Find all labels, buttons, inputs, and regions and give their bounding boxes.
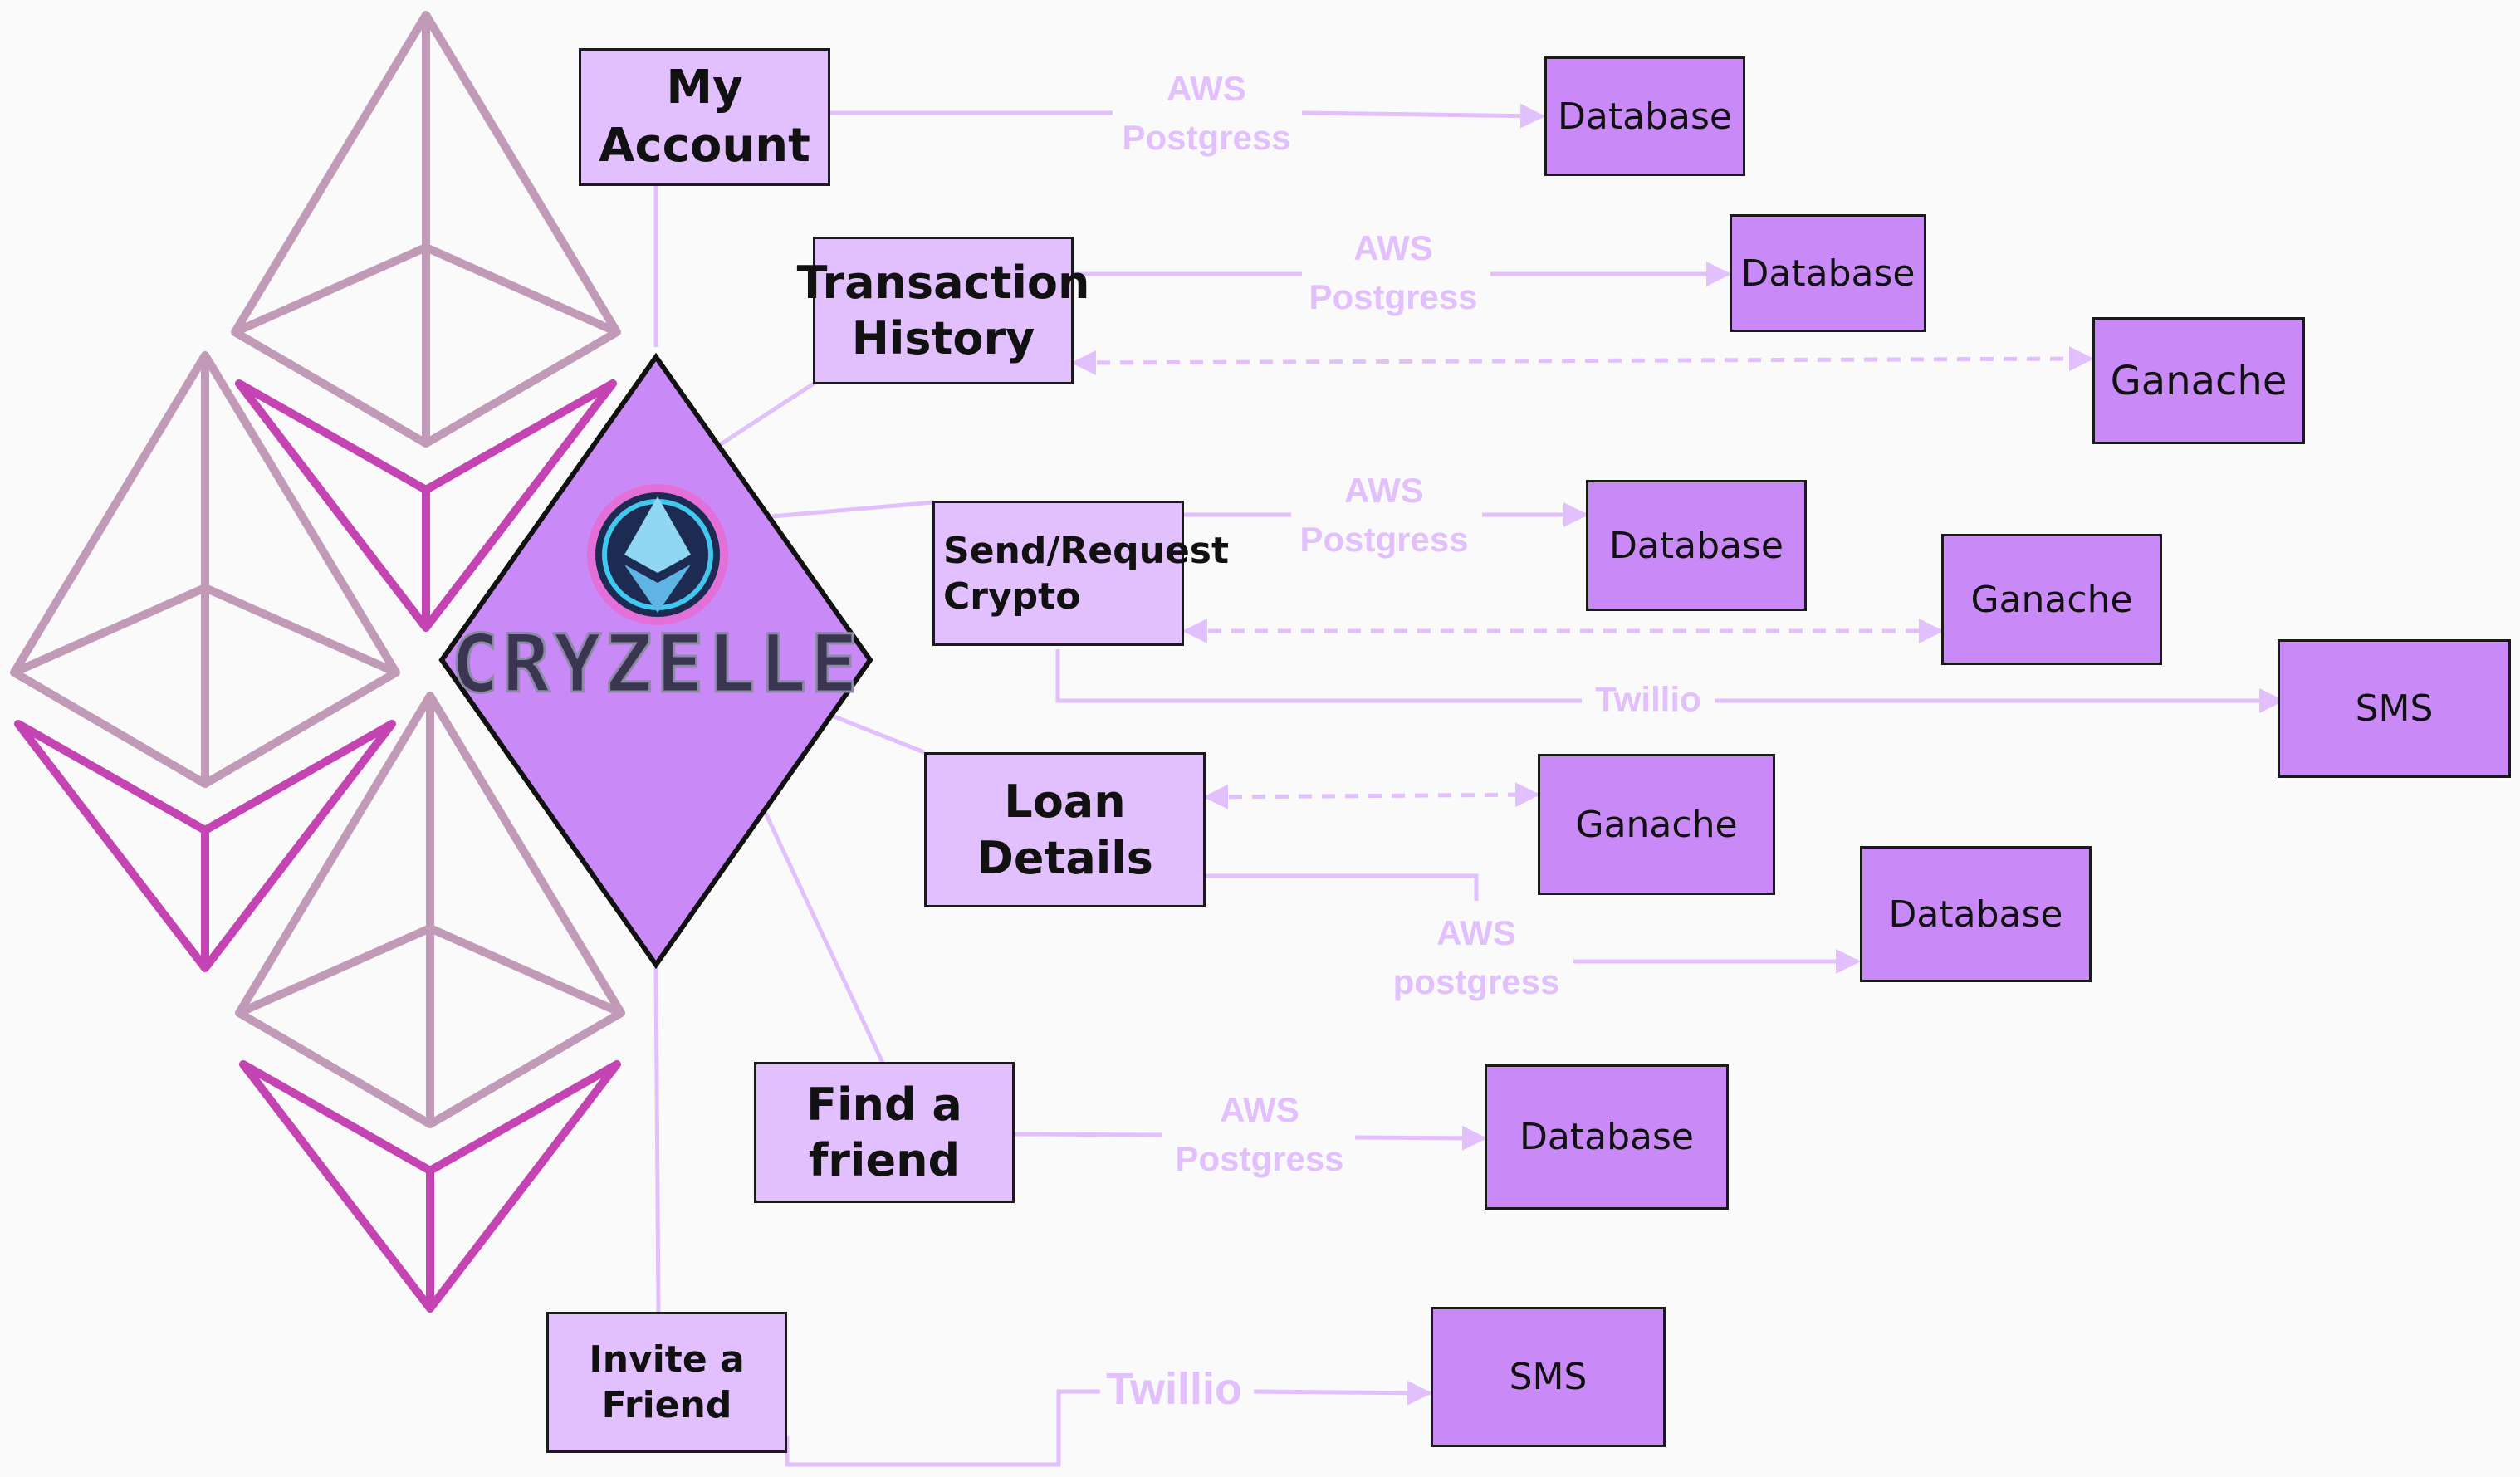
send-request-crypto-node[interactable]: Send/Request Crypto (932, 501, 1229, 646)
edge-label-aws-postgress: AWS Postgress (1299, 471, 1469, 559)
database-node[interactable]: Database (1485, 1064, 1729, 1210)
find-a-friend-node[interactable]: Find a friend (754, 1062, 1015, 1203)
edge-label-aws-postgress: AWS Postgress (1175, 1090, 1344, 1178)
edge-label-aws-postgress: AWS Postgress (1122, 69, 1291, 157)
ethereum-outline-icon (10, 351, 400, 972)
transaction-history-node[interactable]: Transaction History (797, 237, 1089, 384)
my-account-node[interactable]: My Account (579, 48, 830, 186)
ethereum-outline-icon (231, 11, 621, 632)
ethereum-coin-icon (587, 484, 728, 625)
database-node[interactable]: Database (1586, 480, 1807, 611)
hub-diamond (438, 352, 873, 970)
edge-label-twillio: Twillio (1106, 1364, 1242, 1415)
database-label: Database (1740, 252, 1916, 295)
invite-a-friend-node[interactable]: Invite a Friend (546, 1312, 787, 1453)
sms-label: SMS (2355, 687, 2434, 730)
ganache-node[interactable]: Ganache (1941, 534, 2162, 665)
database-node[interactable]: Database (1860, 846, 2092, 982)
edge-label-twillio: Twillio (1595, 679, 1701, 719)
ganache-node[interactable]: Ganache (2092, 317, 2305, 444)
arrow-wires (785, 103, 2284, 1467)
database-node[interactable]: Database (1730, 214, 1926, 332)
logo-title: CRYZELLE (449, 617, 862, 712)
database-label: Database (1519, 1116, 1694, 1158)
database-node[interactable]: Database (1544, 56, 1745, 176)
edge-label-aws-postgress: AWS Postgress (1309, 228, 1478, 316)
send-request-label-line2: Crypto (943, 575, 1081, 618)
loan-details-label: Loan Details (976, 775, 1153, 884)
ganache-label: Ganache (2110, 357, 2288, 404)
my-account-label: My Account (599, 61, 810, 173)
edge-label-aws-postgress: AWS postgress (1392, 913, 1560, 1001)
sms-node[interactable]: SMS (1431, 1307, 1666, 1447)
loan-details-node[interactable]: Loan Details (924, 752, 1206, 907)
ganache-node[interactable]: Ganache (1538, 754, 1775, 895)
database-label: Database (1609, 524, 1784, 567)
find-a-friend-label: Find a friend (806, 1078, 962, 1187)
hub-connectors (653, 184, 935, 1313)
invite-a-friend-label: Invite a Friend (589, 1338, 745, 1426)
ethereum-outline-icon (235, 692, 625, 1313)
ganache-label: Ganache (1970, 578, 2133, 621)
send-request-label-line1: Send/Request (943, 529, 1230, 572)
database-label: Database (1558, 95, 1732, 138)
transaction-history-label-line1: Transaction (796, 256, 1090, 309)
ganache-label: Ganache (1575, 803, 1738, 846)
transaction-history-label-line2: History (851, 312, 1035, 364)
sms-label: SMS (1509, 1356, 1588, 1398)
sms-node[interactable]: SMS (2278, 639, 2511, 778)
database-label: Database (1888, 893, 2063, 936)
